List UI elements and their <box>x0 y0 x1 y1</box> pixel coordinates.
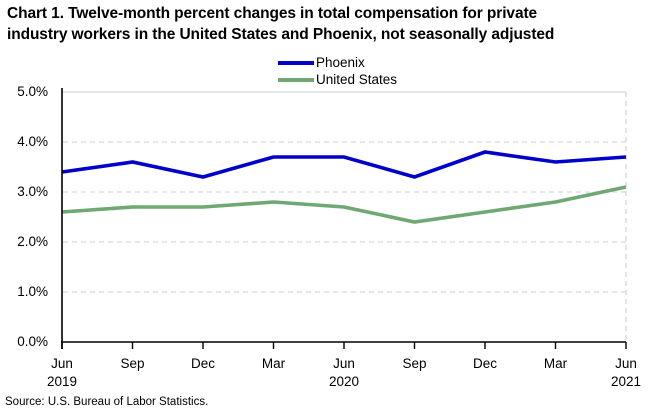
chart-title: Chart 1. Twelve-month percent changes in… <box>7 3 554 45</box>
legend-label-phoenix: Phoenix <box>316 55 365 70</box>
y-tick-label-5.0%: 5.0% <box>17 84 48 99</box>
x-year-label-2020: 2020 <box>328 374 360 389</box>
y-tick-label-2.0%: 2.0% <box>17 234 48 249</box>
legend-label-united-states: United States <box>316 72 398 87</box>
x-year-label-2021: 2021 <box>610 374 642 389</box>
x-tick-label-0: Jun <box>51 356 73 371</box>
y-tick-label-4.0%: 4.0% <box>17 134 48 149</box>
chart-title-line-2: industry workers in the United States an… <box>7 26 555 43</box>
x-tick-label-6: Dec <box>472 356 497 371</box>
y-tick-label-1.0%: 1.0% <box>17 284 48 299</box>
x-tick-label-1: Sep <box>120 356 145 371</box>
legend-line-swatch-phoenix <box>278 60 314 65</box>
legend: Phoenix United States <box>278 54 397 88</box>
x-tick-label-2: Dec <box>190 356 215 371</box>
series-line-united-states <box>61 185 627 224</box>
source-note: Source: U.S. Bureau of Labor Statistics. <box>5 396 209 408</box>
x-tick-label-3: Mar <box>261 356 286 371</box>
legend-item-phoenix: Phoenix <box>278 54 397 71</box>
x-tick-label-4: Jun <box>333 356 355 371</box>
y-tick-label-0.0%: 0.0% <box>17 334 48 349</box>
x-year-label-2019: 2019 <box>46 374 78 389</box>
legend-line-swatch-united-states <box>278 77 314 82</box>
x-tick-label-7: Mar <box>543 356 568 371</box>
x-tick-label-8: Jun <box>615 356 637 371</box>
chart-title-line-1: Chart 1. Twelve-month percent changes in… <box>7 5 538 22</box>
x-tick-label-5: Sep <box>402 356 427 371</box>
legend-item-united-states: United States <box>278 71 397 88</box>
series-line-phoenix <box>61 150 627 179</box>
y-tick-label-3.0%: 3.0% <box>17 184 48 199</box>
